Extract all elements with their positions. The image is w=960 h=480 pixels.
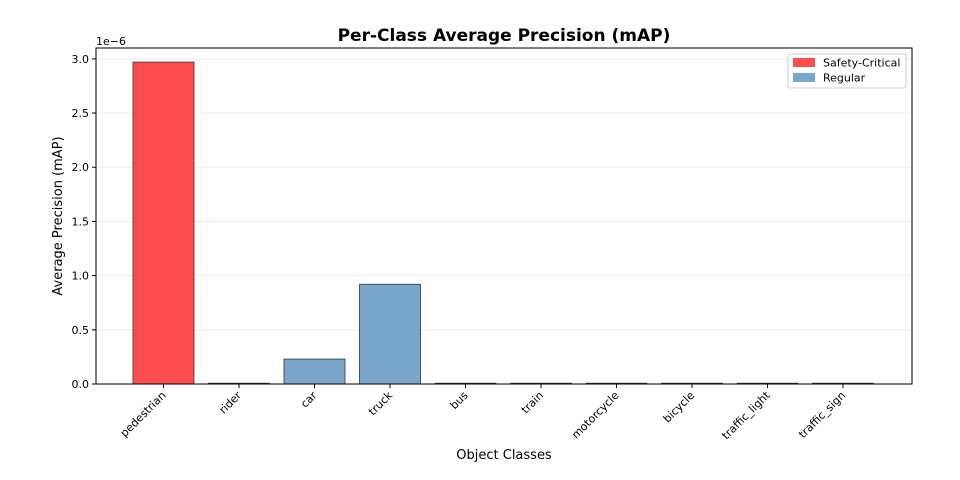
x-tick-label: bicycle: [661, 389, 698, 426]
x-axis-label: Object Classes: [456, 448, 552, 463]
grid-lines: [96, 58, 912, 385]
legend-box: [787, 53, 907, 89]
y-tick-label: 0.5: [72, 324, 90, 337]
legend-label: Regular: [823, 72, 866, 85]
legend-swatch-0: [793, 58, 815, 67]
x-tick-label: rider: [217, 389, 245, 417]
x-tick-label: motorcycle: [569, 389, 622, 442]
x-tick-label: bus: [448, 389, 471, 412]
x-tick-label: pedestrian: [118, 389, 169, 440]
legend: Safety-Critical Regular: [787, 53, 907, 89]
legend-swatch-1: [793, 73, 815, 82]
y-tick-label: 1.5: [72, 215, 90, 228]
x-tick-label: truck: [366, 388, 396, 418]
y-tick-label: 3.0: [72, 53, 90, 66]
y-tick-label: 2.0: [72, 161, 90, 174]
bar-truck: [359, 283, 421, 385]
y-tick-label: 0.0: [72, 378, 90, 391]
x-tick-label: traffic_light: [719, 388, 773, 442]
bar-car: [283, 358, 346, 385]
chart-title: Per-Class Average Precision (mAP): [338, 26, 671, 46]
y-axis-label: Average Precision (mAP): [51, 136, 66, 295]
y-axis: 0.0 0.5 1.0 1.5 2.0 2.5 3.0: [72, 53, 96, 391]
y-axis-multiplier: 1e−6: [96, 35, 126, 48]
plot-frame: [95, 47, 913, 385]
x-tick-label: car: [298, 389, 320, 411]
x-axis: pedestrian rider car truck bus train motorcycl…: [118, 384, 848, 442]
bar-pedestrian: [132, 61, 195, 385]
x-tick-label: train: [519, 389, 546, 416]
legend-label: Safety-Critical: [823, 57, 900, 70]
x-tick-label: traffic_sign: [796, 389, 848, 441]
y-tick-label: 1.0: [72, 270, 90, 283]
bars: [132, 61, 874, 385]
y-tick-label: 2.5: [72, 107, 90, 120]
